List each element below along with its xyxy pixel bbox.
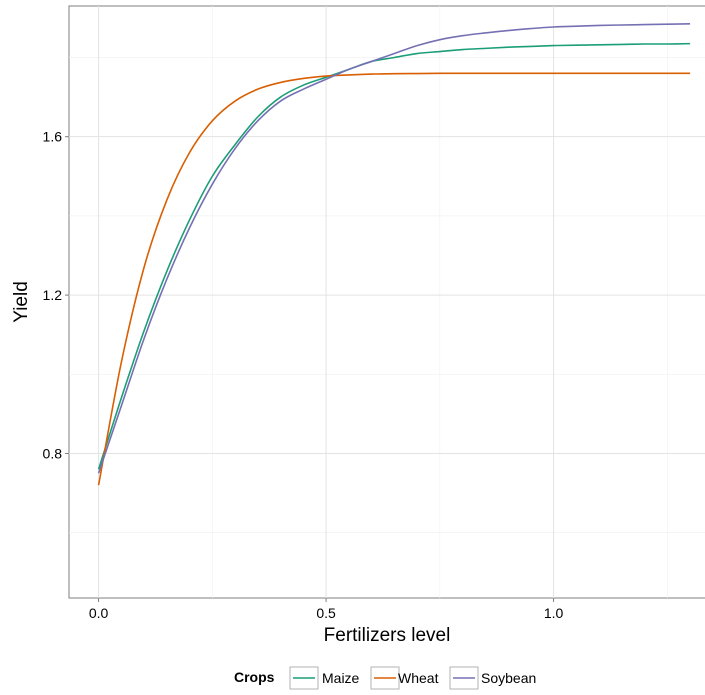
series-line-soybean	[97, 23, 691, 474]
legend: Crops Maize Wheat Soybean	[234, 666, 536, 690]
x-tick-label: 1.0	[544, 605, 564, 621]
y-axis-title: Yield	[11, 281, 32, 323]
y-tick-label: 1.2	[43, 287, 63, 303]
series-line-wheat	[97, 72, 691, 486]
x-tick-label: 0.0	[89, 605, 109, 621]
y-axis-ticks: 0.8 1.2 1.6	[43, 129, 69, 461]
legend-label-maize: Maize	[322, 670, 360, 686]
gridlines	[69, 6, 705, 598]
series-lines	[97, 23, 691, 486]
y-tick-label: 1.6	[43, 129, 63, 145]
plot-panel	[68, 5, 705, 599]
x-axis-ticks: 0.0 0.5 1.0	[89, 598, 564, 621]
legend-label-wheat: Wheat	[398, 670, 439, 686]
legend-entries: Maize Wheat Soybean	[289, 666, 536, 690]
x-axis-title: Fertilizers level	[324, 625, 451, 646]
x-tick-label: 0.5	[316, 605, 336, 621]
legend-title: Crops	[234, 669, 275, 685]
series-line-maize	[97, 42, 691, 470]
legend-label-soybean: Soybean	[481, 670, 536, 686]
y-tick-label: 0.8	[43, 445, 63, 461]
